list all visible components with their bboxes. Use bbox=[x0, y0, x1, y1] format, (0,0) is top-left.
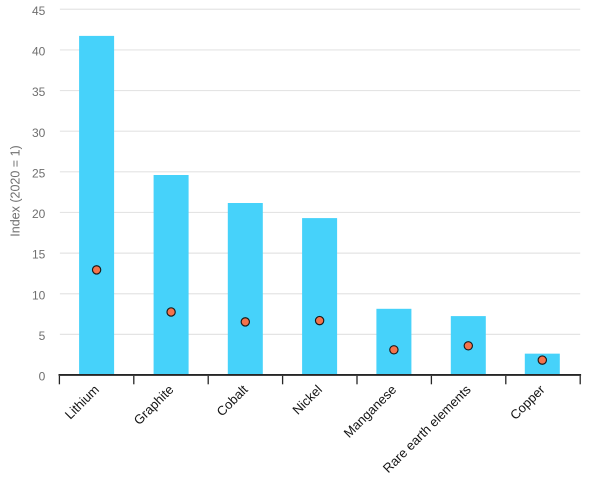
svg-text:0: 0 bbox=[39, 370, 46, 384]
svg-text:35: 35 bbox=[32, 85, 46, 99]
svg-text:20: 20 bbox=[32, 207, 46, 221]
svg-text:45: 45 bbox=[32, 4, 46, 18]
svg-text:Index (2020 = 1): Index (2020 = 1) bbox=[9, 145, 23, 236]
svg-text:5: 5 bbox=[39, 329, 46, 343]
svg-text:40: 40 bbox=[32, 45, 46, 59]
svg-text:30: 30 bbox=[32, 126, 46, 140]
svg-text:25: 25 bbox=[32, 166, 46, 180]
svg-text:10: 10 bbox=[32, 288, 46, 302]
svg-text:15: 15 bbox=[32, 248, 46, 262]
